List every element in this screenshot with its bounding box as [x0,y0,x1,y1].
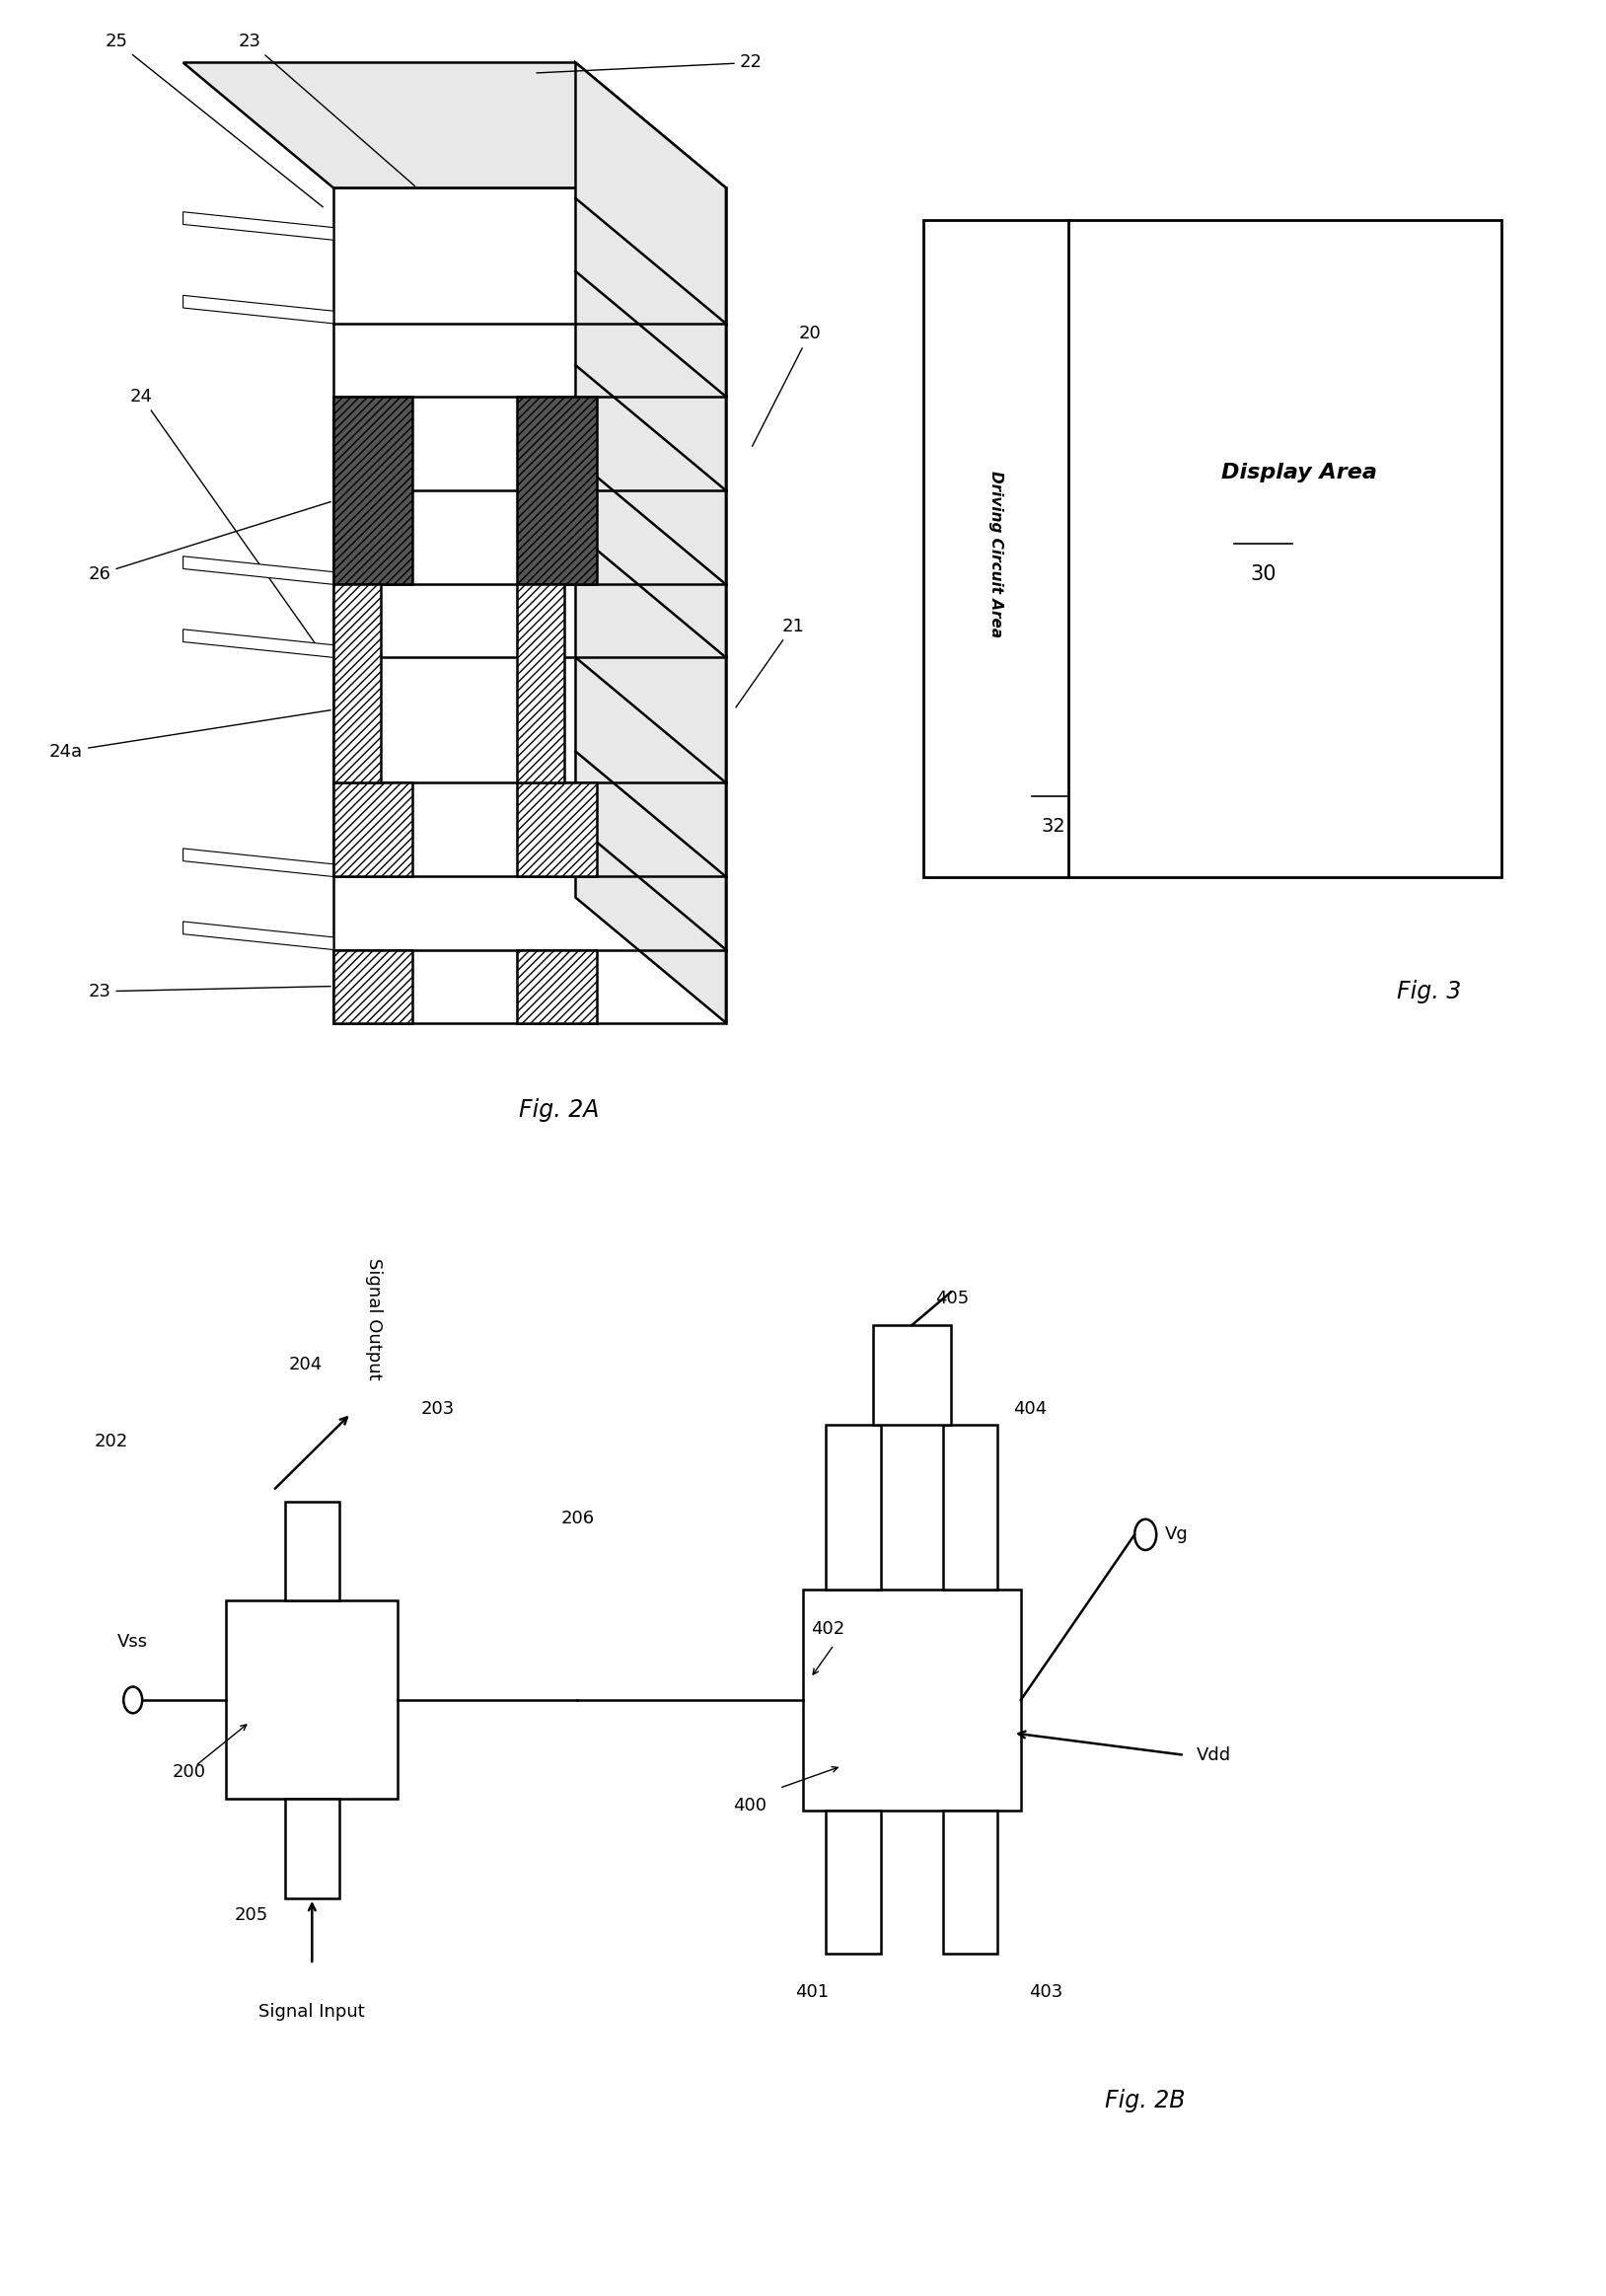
Text: Display Area: Display Area [1222,464,1376,482]
Text: 403: 403 [1029,1984,1063,2002]
Text: 25: 25 [104,32,323,207]
Bar [226,1600,398,1800]
Polygon shape [575,62,726,1022]
Text: 30: 30 [1249,565,1277,583]
Text: Signal Input: Signal Input [259,2002,365,2020]
Text: Fig. 2A: Fig. 2A [519,1097,599,1123]
Bar [517,397,596,585]
Bar [334,951,413,1022]
Text: Vss: Vss [117,1632,148,1651]
Text: 206: 206 [562,1511,594,1527]
Bar [334,397,413,585]
Polygon shape [183,211,334,241]
Text: 203: 203 [421,1401,454,1417]
Bar [334,585,381,783]
Text: 22: 22 [536,53,763,73]
Text: 32: 32 [1041,817,1066,836]
Polygon shape [183,556,334,585]
Polygon shape [183,629,334,657]
Bar [334,188,726,1022]
Text: 24a: 24a [50,709,331,760]
Text: 404: 404 [1013,1401,1047,1417]
Text: 21: 21 [736,618,805,707]
Bar [943,1424,997,1589]
Bar [517,585,565,783]
Bar [803,1589,1021,1809]
Text: Signal Output: Signal Output [366,1258,384,1380]
Text: Vdd: Vdd [1196,1747,1230,1763]
Text: 24: 24 [130,388,323,654]
Bar [874,1325,951,1424]
Bar [284,1800,339,1899]
Text: Fig. 3: Fig. 3 [1397,980,1461,1003]
Text: Driving Circuit Area: Driving Circuit Area [988,471,1004,638]
Polygon shape [183,296,334,324]
Bar [943,1809,997,1954]
Text: 26: 26 [88,503,331,583]
Bar [923,220,1502,877]
Bar [825,1424,880,1589]
Bar [284,1502,339,1600]
Text: 200: 200 [172,1763,206,1782]
Polygon shape [183,850,334,877]
Bar [517,783,596,877]
Polygon shape [183,62,726,188]
Text: 23: 23 [239,32,414,186]
Text: Vg: Vg [1164,1527,1188,1543]
Text: 400: 400 [732,1795,766,1814]
Text: 402: 402 [811,1621,845,1637]
Text: 23: 23 [88,983,331,1001]
Text: 204: 204 [289,1355,323,1373]
Text: 202: 202 [95,1433,128,1451]
Polygon shape [183,921,334,951]
Text: Fig. 2B: Fig. 2B [1105,2089,1185,2112]
Text: 405: 405 [935,1290,968,1306]
Bar [334,783,413,877]
Text: 401: 401 [795,1984,829,2002]
Text: 20: 20 [752,326,821,445]
Text: 205: 205 [234,1906,268,1924]
Bar [517,951,596,1022]
Bar [825,1809,880,1954]
